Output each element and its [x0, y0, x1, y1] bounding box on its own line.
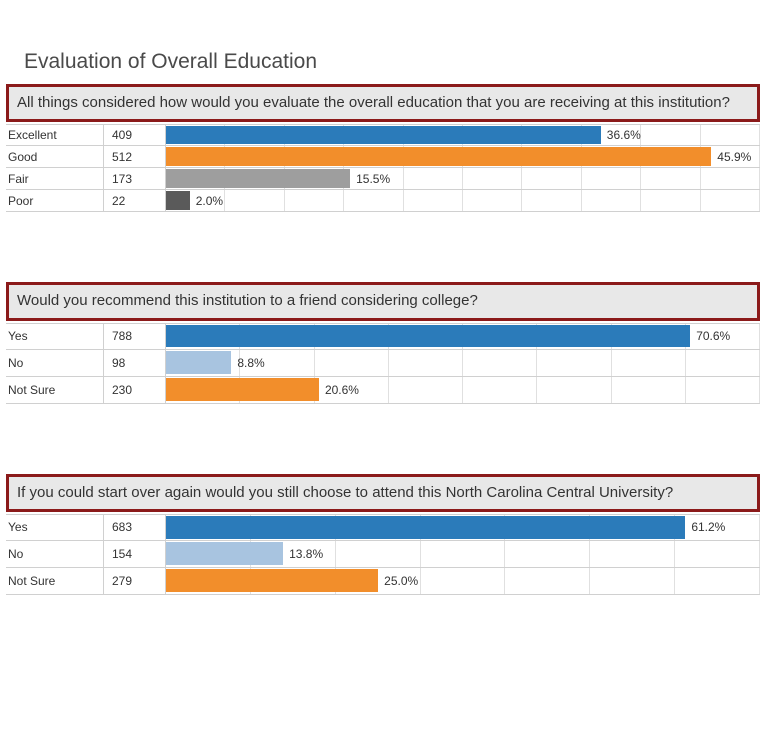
bar-area: 2.0% — [166, 190, 760, 211]
chart-row: Good512 45.9% — [6, 146, 760, 168]
chart-row: Not Sure230 20.6% — [6, 377, 760, 404]
question-text: If you could start over again would you … — [6, 474, 760, 512]
bar — [166, 542, 283, 565]
chart-row: Fair173 15.5% — [6, 168, 760, 190]
row-label: Not Sure — [6, 377, 104, 403]
bar — [166, 147, 711, 166]
bar — [166, 351, 231, 374]
row-count: 279 — [104, 568, 166, 594]
bar — [166, 516, 685, 539]
bar-area: 20.6% — [166, 377, 760, 403]
bar — [166, 378, 319, 401]
row-label: Excellent — [6, 125, 104, 145]
row-count: 173 — [104, 168, 166, 189]
bar-area: 36.6% — [166, 125, 760, 145]
row-label: Good — [6, 146, 104, 167]
row-count: 230 — [104, 377, 166, 403]
row-count: 683 — [104, 515, 166, 540]
bar-area: 8.8% — [166, 350, 760, 376]
chart-row: No98 8.8% — [6, 350, 760, 377]
bar-chart: Yes788 70.6% No98 8.8% Not Sure230 20.6% — [0, 323, 766, 404]
row-count: 22 — [104, 190, 166, 211]
bar-pct-label: 2.0% — [196, 194, 223, 208]
bar-pct-label: 61.2% — [691, 520, 725, 534]
bar-area: 45.9% — [166, 146, 760, 167]
row-count: 409 — [104, 125, 166, 145]
bar-pct-label: 45.9% — [717, 150, 751, 164]
chart-row: Poor22 2.0% — [6, 190, 760, 212]
question-text: All things considered how would you eval… — [6, 84, 760, 122]
bar-pct-label: 8.8% — [237, 356, 264, 370]
question-text: Would you recommend this institution to … — [6, 282, 760, 320]
bar-chart: Yes683 61.2% No154 13.8% Not Sure279 25.0% — [0, 514, 766, 595]
bar — [166, 191, 190, 210]
bar-pct-label: 20.6% — [325, 383, 359, 397]
bar-chart: Excellent409 36.6% Good512 45.9% Fair173 15.5… — [0, 124, 766, 212]
bar-pct-label: 25.0% — [384, 574, 418, 588]
bar-area: 13.8% — [166, 541, 760, 567]
bar-area: 25.0% — [166, 568, 760, 594]
row-label: Yes — [6, 324, 104, 349]
row-count: 98 — [104, 350, 166, 376]
chart-row: Yes788 70.6% — [6, 323, 760, 350]
bar — [166, 325, 690, 348]
bar-pct-label: 70.6% — [696, 329, 730, 343]
chart-row: No154 13.8% — [6, 541, 760, 568]
bar — [166, 169, 350, 188]
row-label: No — [6, 350, 104, 376]
bar-area: 70.6% — [166, 324, 760, 349]
bar-pct-label: 15.5% — [356, 172, 390, 186]
chart-row: Excellent409 36.6% — [6, 124, 760, 146]
bar-area: 61.2% — [166, 515, 760, 540]
row-label: No — [6, 541, 104, 567]
bar — [166, 126, 601, 144]
chart-section: Would you recommend this institution to … — [0, 282, 766, 403]
bar-pct-label: 13.8% — [289, 547, 323, 561]
row-label: Fair — [6, 168, 104, 189]
bar-area: 15.5% — [166, 168, 760, 189]
row-count: 512 — [104, 146, 166, 167]
chart-row: Yes683 61.2% — [6, 514, 760, 541]
row-label: Yes — [6, 515, 104, 540]
row-count: 788 — [104, 324, 166, 349]
chart-section: If you could start over again would you … — [0, 474, 766, 595]
gridlines — [166, 190, 760, 211]
row-label: Not Sure — [6, 568, 104, 594]
bar-pct-label: 36.6% — [607, 128, 641, 142]
row-count: 154 — [104, 541, 166, 567]
chart-section: All things considered how would you eval… — [0, 84, 766, 212]
row-label: Poor — [6, 190, 104, 211]
page-title: Evaluation of Overall Education — [0, 0, 766, 84]
bar — [166, 569, 378, 592]
chart-row: Not Sure279 25.0% — [6, 568, 760, 595]
